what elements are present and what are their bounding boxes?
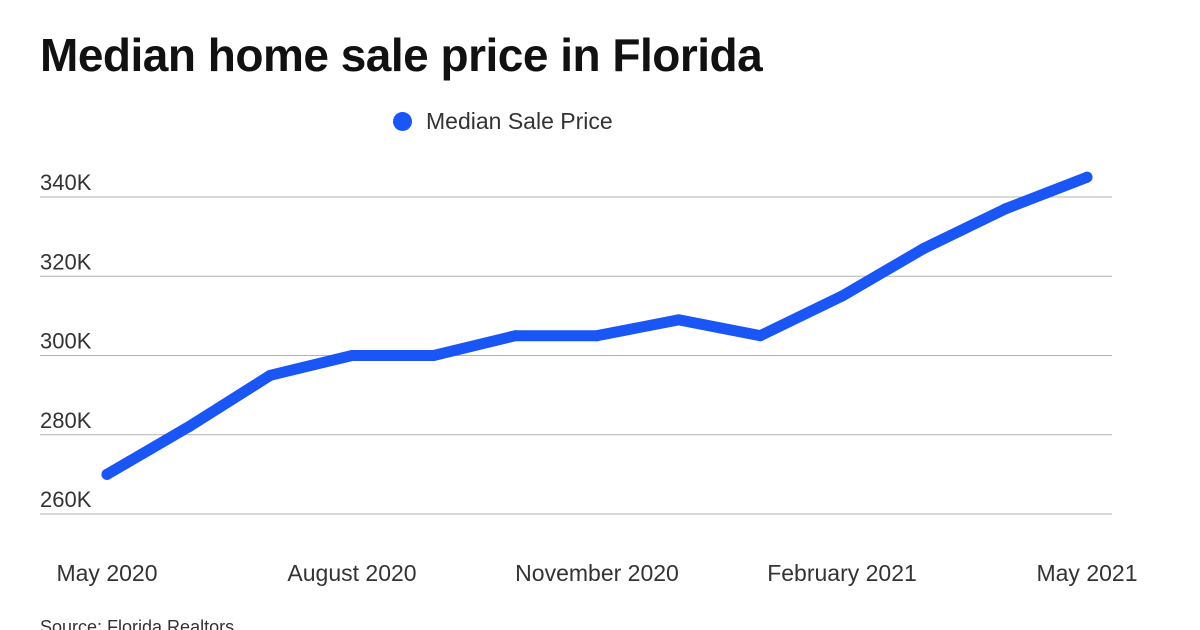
x-tick-label: August 2020 (287, 560, 416, 586)
y-tick-label: 340K (40, 170, 92, 195)
x-tick-label: November 2020 (515, 560, 679, 586)
gridlines (40, 196, 1112, 515)
data-point (754, 330, 766, 342)
y-axis-ticks: 260K 280K 300K 320K 340K (40, 170, 92, 512)
data-point (1081, 171, 1093, 183)
source-note: Source: Florida Realtors (40, 617, 235, 630)
data-point (346, 350, 358, 361)
series-line (101, 171, 1093, 480)
data-point (591, 330, 603, 342)
data-point (918, 243, 930, 255)
x-axis-ticks: May 2020 August 2020 November 2020 February… (56, 560, 1137, 586)
data-point (264, 369, 276, 381)
data-point (836, 290, 848, 302)
chart-title: Median home sale price in Florida (40, 29, 763, 81)
x-tick-label: February 2021 (767, 560, 917, 586)
y-tick-label: 320K (40, 249, 92, 274)
data-point (183, 421, 195, 433)
y-tick-label: 280K (40, 408, 92, 433)
legend-label: Median Sale Price (426, 107, 613, 134)
data-point (673, 314, 685, 326)
legend: Median Sale Price (393, 106, 613, 136)
x-tick-label: May 2021 (1036, 560, 1137, 586)
data-point (509, 330, 521, 342)
data-point (101, 468, 113, 480)
data-point (999, 203, 1011, 215)
legend-marker (393, 111, 412, 131)
y-tick-label: 260K (40, 487, 92, 512)
series-group (101, 171, 1093, 480)
data-point (428, 350, 440, 361)
x-tick-label: May 2020 (56, 560, 157, 586)
y-tick-label: 300K (40, 329, 92, 354)
